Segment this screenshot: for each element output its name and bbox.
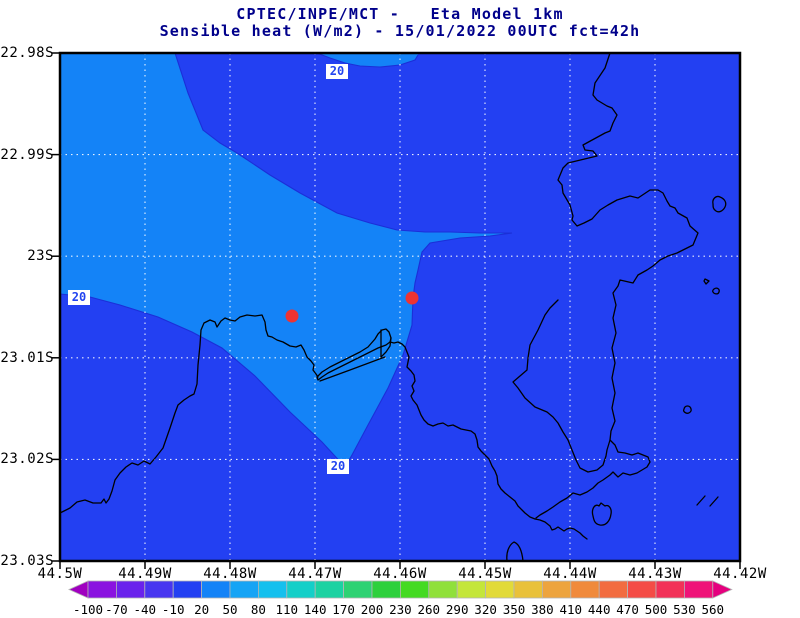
lat-tick-label: 23.02S <box>0 451 54 467</box>
station-dot-west <box>285 309 299 323</box>
svg-text:260: 260 <box>418 602 441 617</box>
svg-text:-40: -40 <box>134 602 157 617</box>
colorbar-tick-labels: -100 -70 -40 -10 20 50 80 110 140 170 20… <box>73 602 724 617</box>
contour-label-north: 20 <box>326 64 348 79</box>
svg-text:170: 170 <box>332 602 355 617</box>
svg-text:530: 530 <box>673 602 696 617</box>
svg-text:50: 50 <box>222 602 237 617</box>
svg-text:440: 440 <box>588 602 611 617</box>
svg-text:290: 290 <box>446 602 469 617</box>
coastline-southwest-mainland <box>59 314 319 514</box>
colorbar-legend: -100 -70 -40 -10 20 50 80 110 140 170 20… <box>68 580 733 617</box>
lat-tick-label: 22.99S <box>0 147 54 163</box>
lon-tick-label: 44.47W <box>288 566 342 582</box>
lon-tick-label: 44.49W <box>118 566 172 582</box>
coastline-central-bay <box>389 341 588 540</box>
svg-text:230: 230 <box>389 602 412 617</box>
contour-label-south: 20 <box>327 459 349 474</box>
svg-text:20: 20 <box>194 602 209 617</box>
svg-text:200: 200 <box>361 602 384 617</box>
lon-tick-label: 44.46W <box>373 566 427 582</box>
lon-tick-label: 44.43W <box>628 566 682 582</box>
colorbar-arrow-left <box>68 580 89 599</box>
lat-tick-label: 23S <box>27 248 54 264</box>
coastline-inner-bay-branch <box>512 299 611 473</box>
lat-tick-label: 23.01S <box>0 350 54 366</box>
svg-text:80: 80 <box>251 602 266 617</box>
colorbar-cells <box>68 580 733 599</box>
map-plot <box>52 51 742 569</box>
svg-text:140: 140 <box>304 602 327 617</box>
graticule-gridlines <box>60 53 740 561</box>
svg-text:500: 500 <box>645 602 668 617</box>
axis-ticks <box>52 52 741 569</box>
station-dot-east <box>405 291 419 305</box>
svg-text:350: 350 <box>503 602 526 617</box>
island-tiny-a <box>703 278 710 285</box>
lon-tick-label: 44.44W <box>543 566 597 582</box>
coastline-narrow-spit <box>316 328 392 381</box>
svg-text:110: 110 <box>276 602 299 617</box>
svg-text:-70: -70 <box>105 602 128 617</box>
coastline-bottom-right-marks <box>696 495 719 507</box>
coastline-paths <box>59 52 727 562</box>
lon-tick-label: 44.42W <box>713 566 767 582</box>
lon-tick-label: 44.48W <box>203 566 257 582</box>
lat-tick-label: 23.03S <box>0 553 54 569</box>
coastline-spit-parallel <box>319 356 386 382</box>
plot-frame <box>58 51 742 563</box>
lon-tick-label: 44.5W <box>37 566 83 582</box>
plot-title: CPTEC/INPE/MCT - Eta Model 1km <box>236 5 564 23</box>
plot-subtitle: Sensible heat (W/m2) - 15/01/2022 00UTC … <box>159 22 641 40</box>
island-small-east <box>682 405 692 414</box>
island-large <box>712 195 727 213</box>
svg-text:320: 320 <box>474 602 497 617</box>
colorbar-arrow-right <box>712 580 733 599</box>
svg-text:-100: -100 <box>73 602 103 617</box>
contour-line-20 <box>59 52 513 468</box>
island-tiny-b <box>711 287 720 295</box>
lon-tick-label: 44.45W <box>458 566 512 582</box>
coastline-northeast-peninsula <box>535 52 699 519</box>
svg-text:470: 470 <box>616 602 639 617</box>
svg-text:410: 410 <box>560 602 583 617</box>
island-south <box>591 502 612 526</box>
svg-text:-10: -10 <box>162 602 185 617</box>
coastline-bottom-headland <box>506 541 524 562</box>
field-fill-high-north-sliver <box>317 53 418 67</box>
svg-text:560: 560 <box>702 602 725 617</box>
svg-text:380: 380 <box>531 602 554 617</box>
lat-tick-label: 22.98S <box>0 45 54 61</box>
contour-label-west: 20 <box>68 290 90 305</box>
